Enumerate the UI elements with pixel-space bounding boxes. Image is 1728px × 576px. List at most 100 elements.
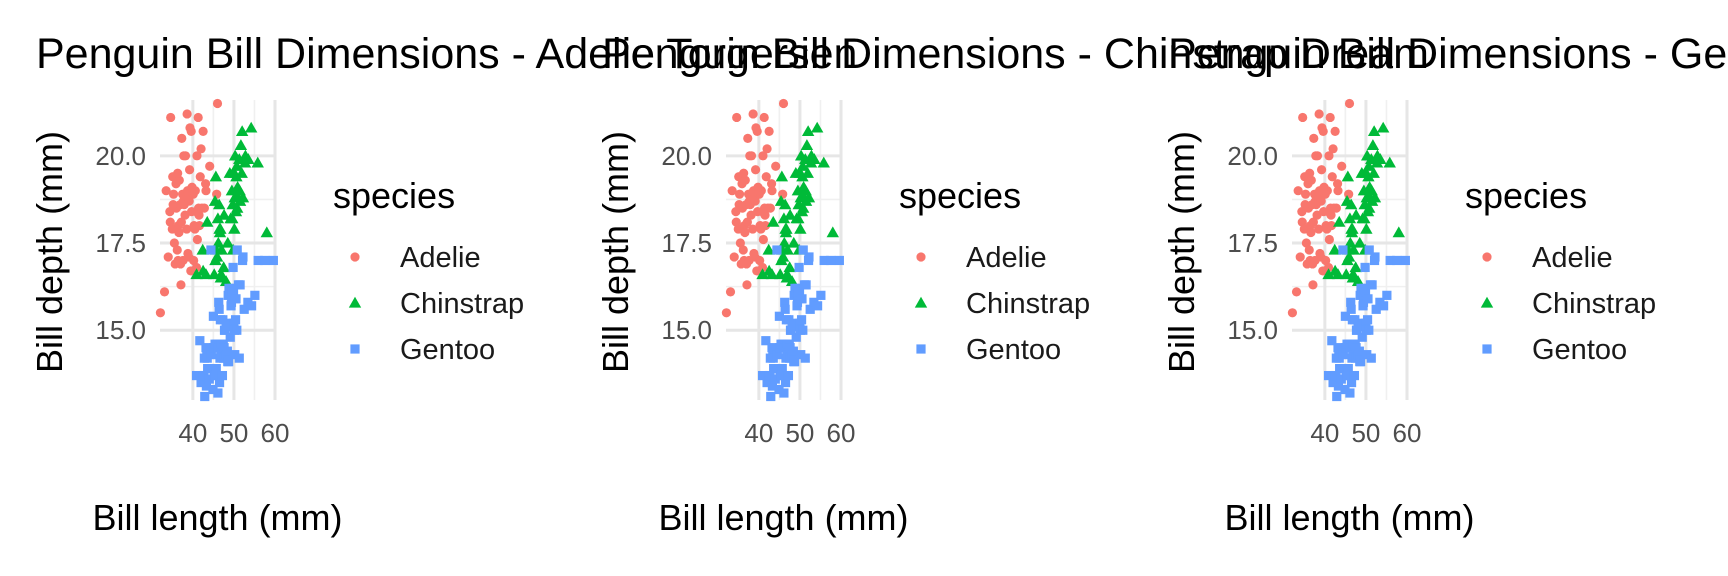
data-point bbox=[766, 391, 776, 402]
data-point bbox=[195, 336, 205, 346]
series-gentoo bbox=[1323, 245, 1410, 402]
data-point bbox=[191, 370, 202, 381]
data-point bbox=[168, 200, 178, 210]
legend-key bbox=[1482, 252, 1492, 262]
legend-key bbox=[348, 296, 362, 308]
data-point bbox=[1335, 364, 1346, 374]
data-point bbox=[212, 98, 223, 109]
series-gentoo bbox=[757, 245, 844, 402]
data-point bbox=[1355, 357, 1366, 367]
data-point bbox=[1364, 245, 1374, 255]
data-point bbox=[1341, 170, 1355, 182]
data-point bbox=[173, 168, 183, 178]
x-axis-title: Bill length (mm) bbox=[658, 497, 908, 538]
data-point bbox=[208, 311, 218, 321]
data-point bbox=[796, 170, 809, 182]
data-point bbox=[810, 121, 824, 133]
data-point bbox=[1291, 287, 1302, 297]
data-point bbox=[787, 236, 800, 248]
legend-title: species bbox=[333, 175, 455, 216]
data-point bbox=[199, 370, 209, 381]
data-point bbox=[228, 262, 238, 273]
data-point bbox=[1346, 222, 1359, 234]
data-point bbox=[1308, 280, 1318, 290]
data-point bbox=[1360, 222, 1373, 234]
x-tick-label: 40 bbox=[1310, 418, 1339, 448]
data-point bbox=[244, 121, 258, 133]
data-point bbox=[1343, 212, 1357, 224]
data-point bbox=[757, 262, 768, 273]
data-point bbox=[800, 139, 814, 150]
y-axis-title: Bill depth (mm) bbox=[29, 131, 70, 373]
data-point bbox=[231, 201, 244, 213]
data-point bbox=[732, 112, 742, 123]
legend-label: Chinstrap bbox=[966, 288, 1090, 320]
data-point bbox=[785, 275, 799, 287]
data-point bbox=[1338, 245, 1348, 255]
data-point bbox=[1301, 238, 1311, 248]
data-point bbox=[769, 364, 780, 374]
data-point bbox=[206, 245, 216, 255]
data-point bbox=[165, 217, 175, 227]
data-point bbox=[214, 304, 224, 314]
series-adelie bbox=[721, 98, 789, 318]
data-point bbox=[1340, 311, 1350, 321]
data-point bbox=[1312, 151, 1323, 161]
data-point bbox=[780, 222, 793, 234]
data-point bbox=[235, 167, 248, 178]
data-point bbox=[228, 287, 239, 297]
data-point bbox=[210, 250, 224, 262]
data-point bbox=[180, 151, 191, 161]
data-point bbox=[761, 336, 771, 346]
data-point bbox=[196, 377, 206, 388]
data-point bbox=[805, 304, 815, 314]
data-point bbox=[1333, 381, 1344, 391]
data-point bbox=[791, 332, 801, 342]
legend-label: Chinstrap bbox=[400, 288, 524, 320]
data-point bbox=[234, 353, 244, 363]
data-point bbox=[253, 255, 263, 266]
data-point bbox=[1349, 261, 1362, 273]
data-point bbox=[1357, 332, 1367, 342]
data-point bbox=[796, 315, 807, 325]
y-tick-label: 17.5 bbox=[95, 228, 146, 258]
data-point bbox=[1344, 198, 1358, 210]
x-tick-label: 50 bbox=[1351, 418, 1380, 448]
data-point bbox=[1314, 224, 1324, 234]
data-point bbox=[778, 98, 789, 109]
data-point bbox=[204, 374, 214, 384]
data-point bbox=[184, 165, 195, 175]
data-point bbox=[801, 280, 811, 290]
data-point bbox=[1351, 275, 1365, 287]
data-point bbox=[731, 217, 741, 227]
data-point bbox=[268, 255, 278, 266]
data-point bbox=[1323, 370, 1334, 381]
data-point bbox=[780, 304, 790, 314]
data-point bbox=[217, 261, 230, 273]
data-point bbox=[217, 208, 231, 220]
data-point bbox=[755, 255, 765, 266]
data-point bbox=[221, 236, 234, 248]
data-point bbox=[166, 112, 176, 123]
data-point bbox=[1326, 210, 1336, 220]
data-point bbox=[230, 160, 244, 171]
legend-key bbox=[350, 344, 360, 354]
data-point bbox=[1347, 243, 1360, 255]
legend-label: Chinstrap bbox=[1532, 288, 1656, 320]
data-point bbox=[1323, 262, 1334, 273]
data-point bbox=[1319, 182, 1329, 192]
data-point bbox=[783, 261, 796, 273]
chart-title: Penguin Bill Dimensions - Adelie Torgers… bbox=[36, 30, 857, 78]
data-point bbox=[1370, 252, 1380, 262]
legend-label: Adelie bbox=[966, 242, 1047, 274]
data-point bbox=[219, 275, 233, 287]
data-point bbox=[1392, 226, 1405, 238]
data-point bbox=[748, 224, 758, 234]
data-point bbox=[778, 189, 788, 199]
data-point bbox=[760, 220, 771, 231]
legend-label: Gentoo bbox=[400, 334, 495, 366]
data-point bbox=[214, 222, 227, 234]
x-tick-label: 40 bbox=[178, 418, 207, 448]
data-point bbox=[1354, 346, 1364, 356]
